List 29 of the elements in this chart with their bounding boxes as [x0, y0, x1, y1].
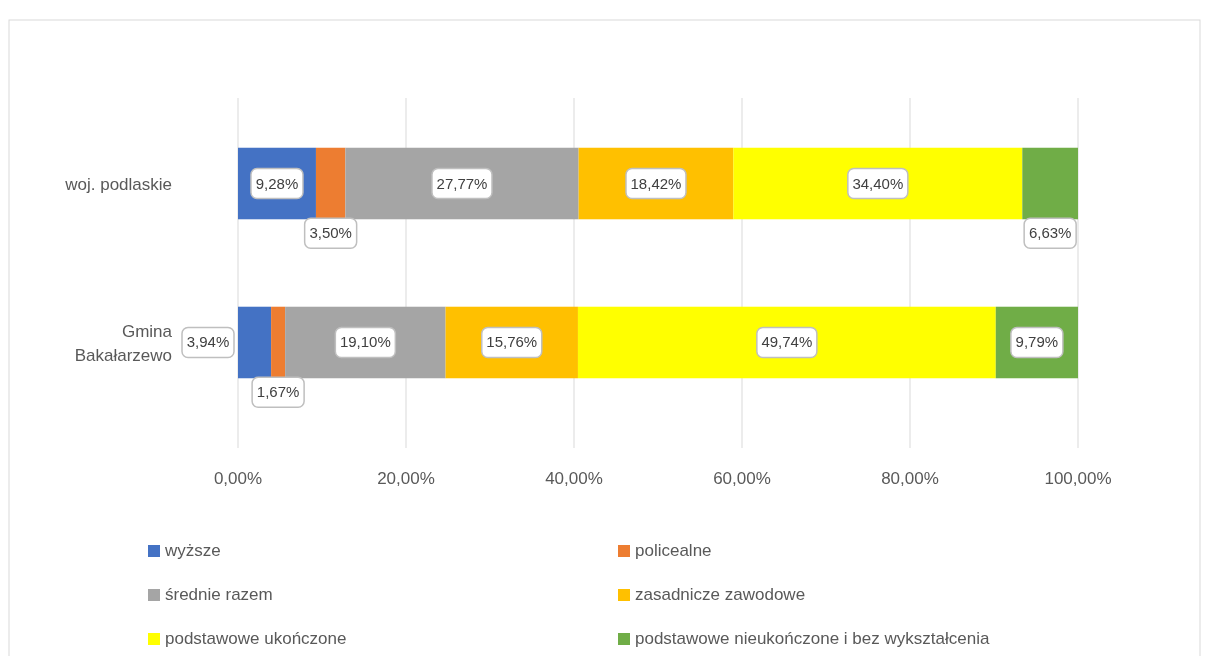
legend-label: podstawowe nieukończone i bez wykształcenia: [635, 629, 990, 648]
data-label: 27,77%: [436, 174, 488, 192]
legend-label: średnie razem: [165, 585, 273, 604]
x-tick-label: 20,00%: [377, 469, 435, 488]
data-label: 15,76%: [486, 333, 538, 351]
x-tick-label: 80,00%: [881, 469, 939, 488]
y-tick-label: Gmina Bakałarzewo: [74, 322, 173, 366]
legend-label: wyższe: [164, 541, 221, 560]
legend-label: policealne: [635, 541, 712, 560]
data-label: 1,67%: [256, 383, 300, 401]
x-tick-label: 60,00%: [713, 469, 771, 488]
x-tick-label: 40,00%: [545, 469, 603, 488]
x-tick-label: 0,00%: [213, 469, 263, 488]
data-label: 3,50%: [309, 224, 352, 242]
data-label: 18,42%: [630, 174, 682, 192]
bar: [271, 306, 286, 379]
bar: [577, 306, 996, 379]
y-tick-label: woj. podlaskie: [64, 174, 172, 194]
data-label: 19,10%: [339, 333, 391, 351]
legend-label: zasadnicze zawodowe: [635, 585, 806, 604]
data-label: 3,94%: [186, 333, 230, 351]
data-label: 6,63%: [1028, 224, 1072, 242]
data-label: 9,28%: [255, 174, 299, 192]
legend-label: podstawowe ukończone: [165, 629, 347, 648]
data-label: 9,79%: [1015, 333, 1059, 351]
x-tick-label: 100,00%: [1044, 469, 1112, 488]
data-label: 34,40%: [852, 174, 904, 192]
data-label: 49,74%: [761, 333, 813, 351]
bar: [733, 147, 1023, 220]
